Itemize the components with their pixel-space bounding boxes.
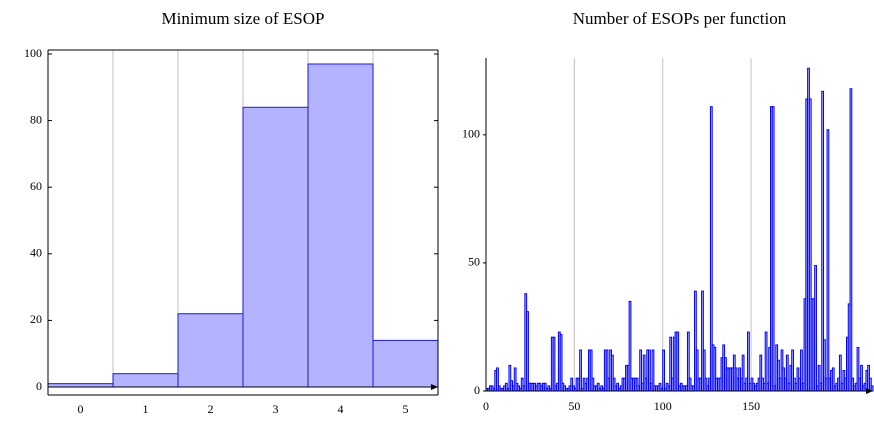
- bar: [112, 373, 179, 388]
- y-tick-label: 60: [30, 179, 42, 193]
- bar: [177, 313, 244, 388]
- x-tick-label: 100: [654, 399, 672, 413]
- bar: [826, 129, 830, 392]
- x-tick-label: 3: [273, 402, 279, 416]
- y-tick-label: 40: [30, 246, 42, 260]
- x-axis-arrow: [866, 388, 873, 394]
- bar: [764, 331, 768, 392]
- chart-title: Number of ESOPs per function: [573, 9, 787, 28]
- bar: [372, 339, 439, 388]
- bar: [559, 334, 563, 392]
- x-tick-label: 5: [403, 402, 409, 416]
- x-tick-label: 4: [338, 402, 344, 416]
- x-tick-label: 0: [78, 402, 84, 416]
- bar: [814, 264, 817, 392]
- bar: [579, 349, 582, 392]
- bar: [676, 331, 680, 392]
- bar: [307, 63, 374, 388]
- x-tick-label: 50: [568, 399, 580, 413]
- bar: [526, 311, 529, 392]
- bar: [849, 88, 853, 392]
- x-tick-label: 2: [208, 402, 214, 416]
- bar: [552, 336, 556, 392]
- bar: [747, 331, 750, 392]
- bar: [242, 106, 309, 388]
- bar: [651, 349, 655, 392]
- x-tick-label: 1: [143, 402, 149, 416]
- bar: [662, 349, 665, 392]
- bar: [628, 300, 632, 392]
- x-tick-label: 150: [742, 399, 760, 413]
- chart-title: Minimum size of ESOP: [162, 9, 325, 28]
- y-tick-label: 0: [36, 379, 42, 393]
- y-tick-label: 50: [468, 255, 480, 269]
- y-tick-label: 100: [462, 127, 480, 141]
- bar: [870, 385, 874, 392]
- bar: [771, 106, 775, 392]
- x-tick-label: 0: [483, 399, 489, 413]
- y-tick-label: 20: [30, 312, 42, 326]
- y-tick-label: 0: [474, 383, 480, 397]
- y-tick-label: 100: [24, 46, 42, 60]
- y-tick-label: 80: [30, 112, 42, 126]
